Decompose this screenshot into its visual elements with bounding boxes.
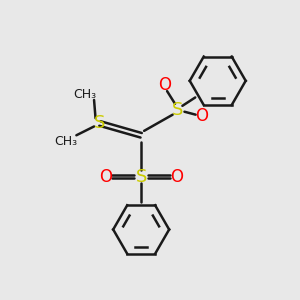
Text: S: S	[94, 115, 106, 133]
Text: S: S	[136, 167, 147, 185]
Text: CH₃: CH₃	[55, 135, 78, 148]
Text: CH₃: CH₃	[74, 88, 97, 100]
Text: O: O	[158, 76, 171, 94]
Text: S: S	[172, 101, 184, 119]
Text: O: O	[170, 167, 183, 185]
Text: O: O	[195, 107, 208, 125]
Text: O: O	[99, 167, 112, 185]
